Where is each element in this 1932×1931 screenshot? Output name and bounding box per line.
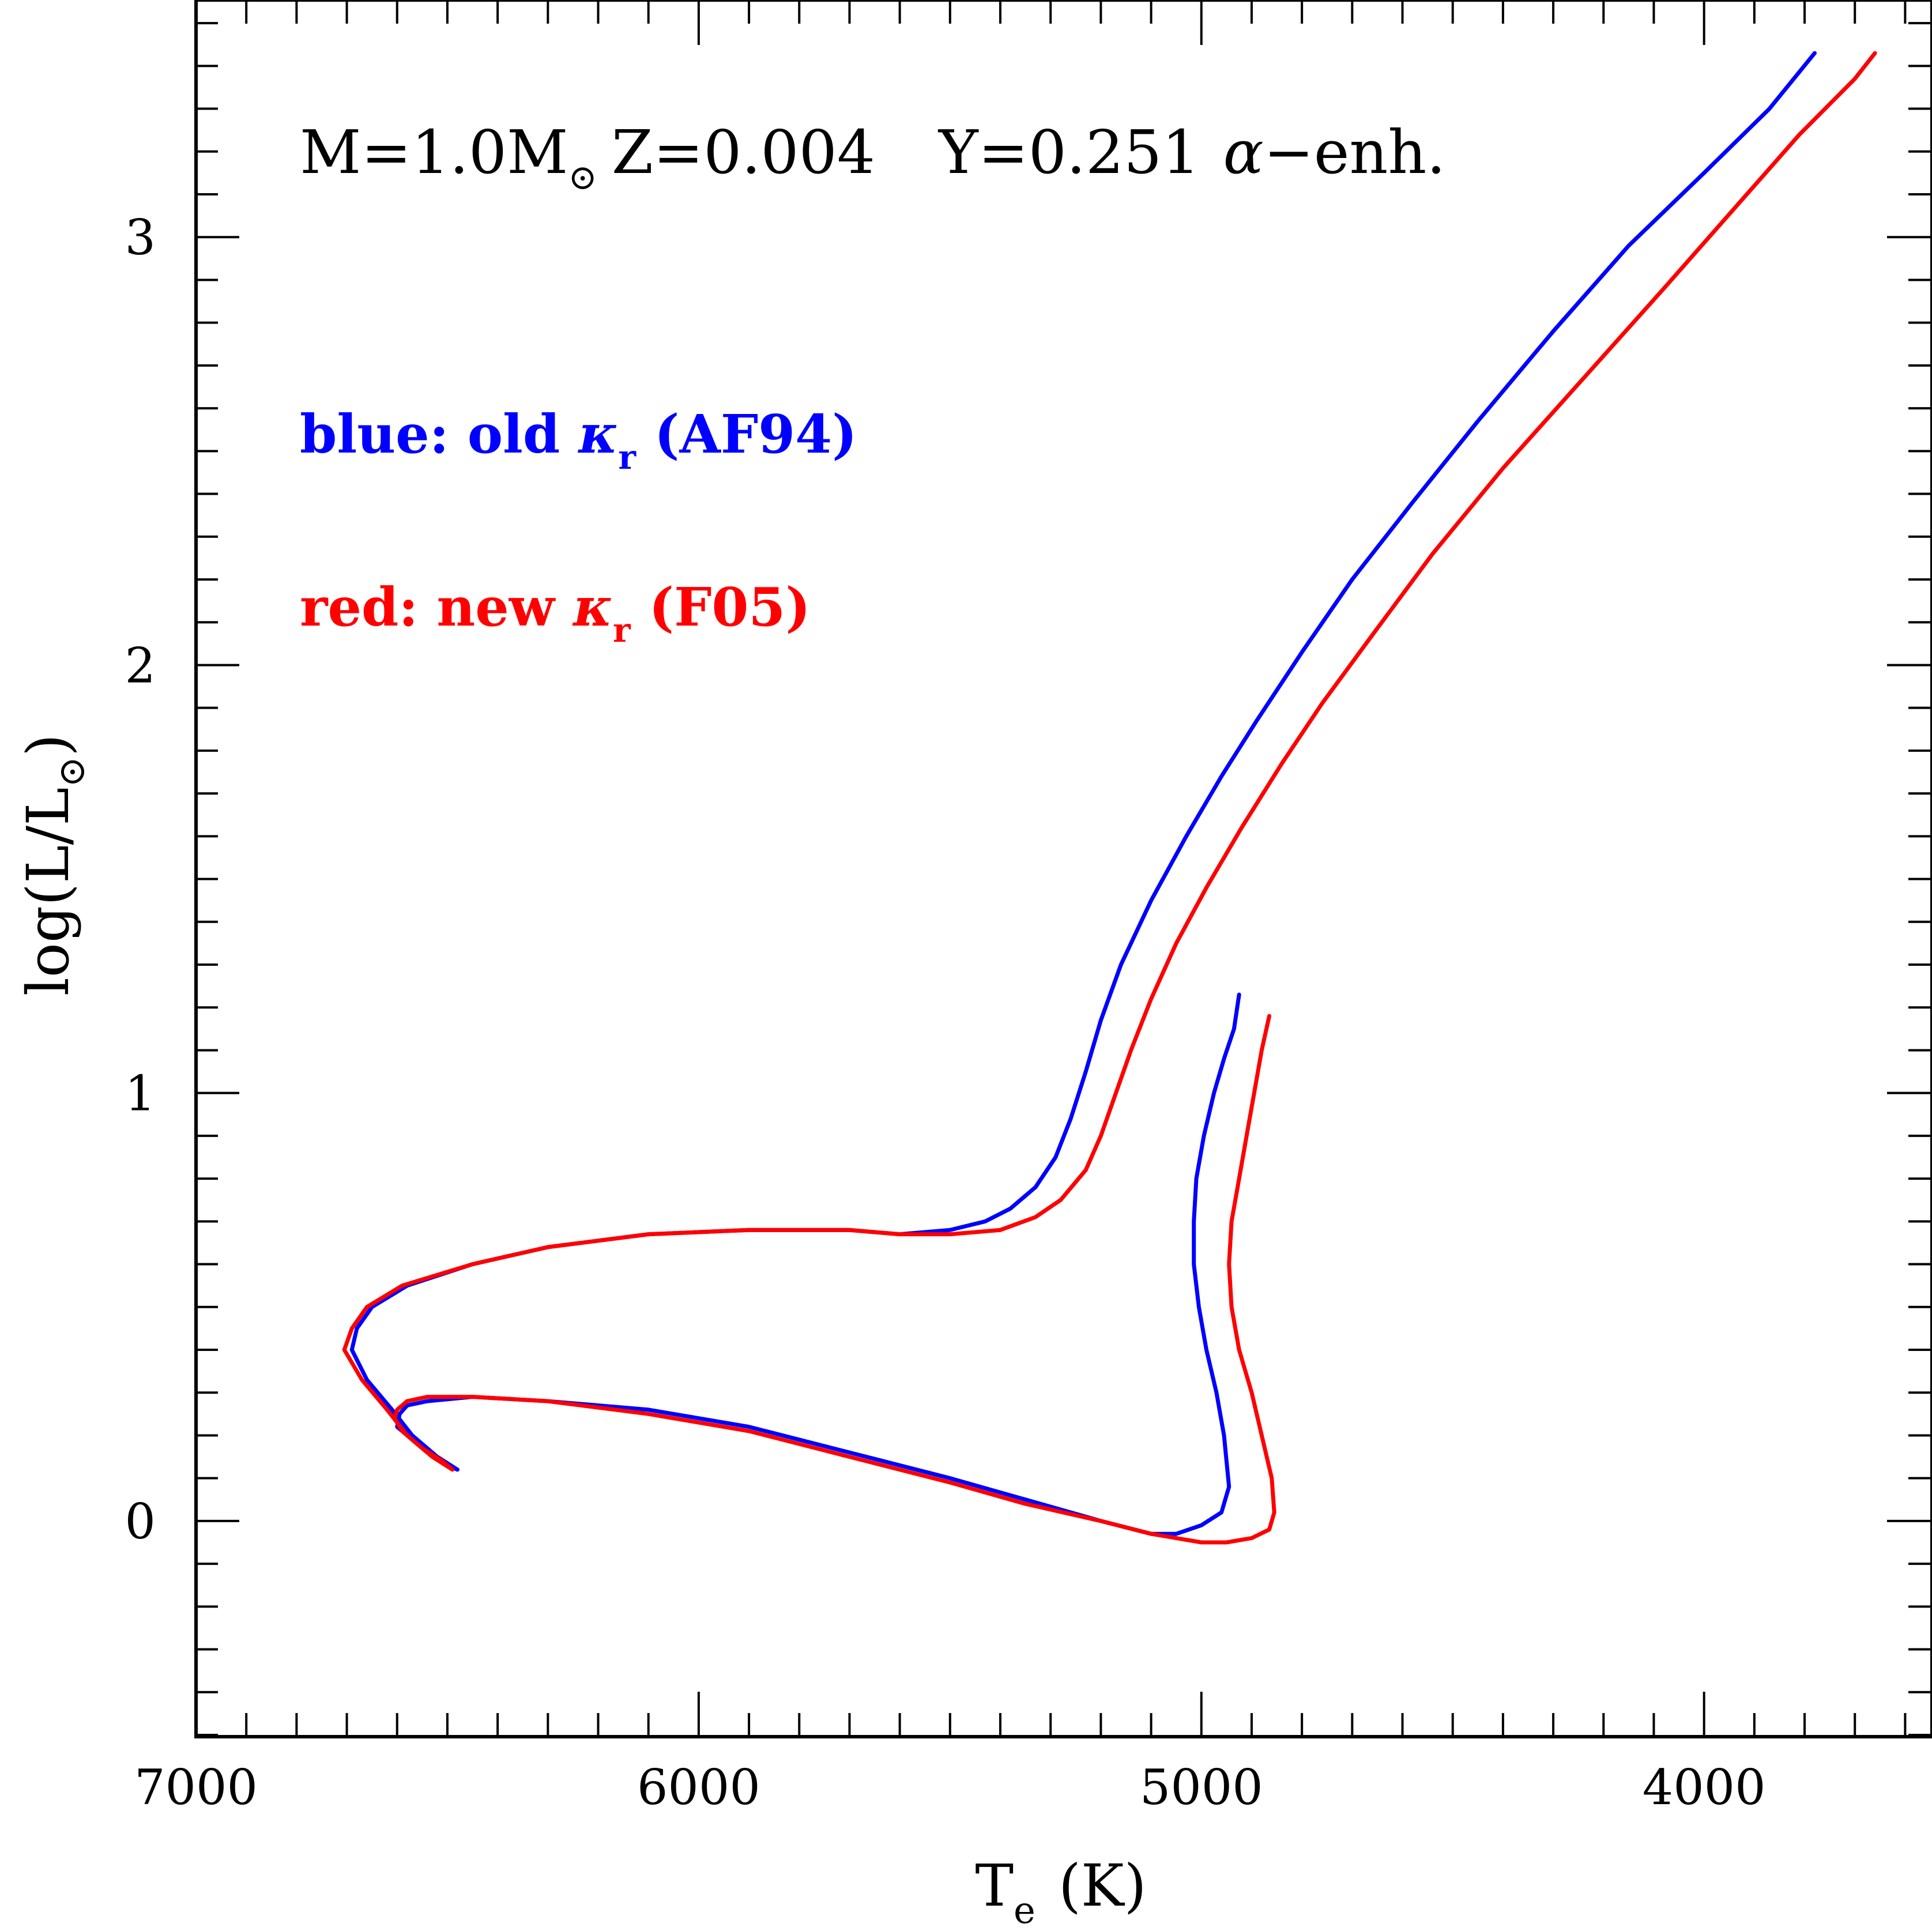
x-tick-label: 4000 xyxy=(1643,1759,1766,1816)
y-tick-label: 3 xyxy=(125,209,156,266)
y-axis-title-suffix: ) xyxy=(14,734,82,756)
annotation-mass: M=1.0M xyxy=(300,117,568,187)
axis-tick-labels: 7000 6000 5000 4000 0 1 2 3 xyxy=(125,209,1766,1816)
annotation-alpha-suffix: −enh. xyxy=(1264,117,1446,187)
x-axis-title-sub: e xyxy=(1014,1889,1035,1931)
x-axis-title: Te (K) xyxy=(975,1852,1146,1931)
legend-entry-blue: blue: old κr (AF94) xyxy=(300,403,857,477)
annotation-sun-symbol: ⊙ xyxy=(568,157,597,198)
legend-entry-red: red: new κr (F05) xyxy=(300,576,811,650)
series-line-2 xyxy=(392,1014,1276,1545)
y-tick-label: 2 xyxy=(125,637,156,694)
series-line-3 xyxy=(342,51,1877,1472)
legend-blue-text: blue: old xyxy=(300,403,578,465)
x-axis-title-main: T xyxy=(975,1852,1014,1919)
series-line-0 xyxy=(395,992,1241,1536)
x-tick-label: 5000 xyxy=(1140,1759,1263,1816)
x-tick-label: 7000 xyxy=(134,1759,258,1816)
y-axis-title: log(L/L⊙) xyxy=(14,734,93,996)
y-tick-label: 0 xyxy=(125,1493,156,1550)
x-axis-title-unit: (K) xyxy=(1059,1852,1147,1919)
evolutionary-tracks xyxy=(342,51,1877,1545)
annotation-z: Z=0.004 xyxy=(612,117,875,187)
legend-red-sub: r xyxy=(613,611,631,650)
legend-blue-kappa: κ xyxy=(577,403,618,465)
legend-red-tail: (F05) xyxy=(631,576,811,638)
series-line-1 xyxy=(349,51,1817,1472)
y-tick-label: 1 xyxy=(125,1066,156,1122)
legend-red-kappa: κ xyxy=(572,576,613,638)
annotation-line: M=1.0M⊙ Z=0.004 Y=0.251 α−enh. xyxy=(300,117,1445,198)
x-tick-label: 6000 xyxy=(637,1759,760,1816)
legend-blue-tail: (AF94) xyxy=(636,403,857,465)
annotation-alpha: α xyxy=(1223,117,1263,187)
y-axis-title-prefix: log(L/L xyxy=(14,787,82,996)
plot-frame xyxy=(194,0,1932,1738)
legend-red-text: red: new xyxy=(300,576,573,638)
axis-ticks xyxy=(195,2,1930,1736)
y-axis-title-sub: ⊙ xyxy=(51,756,93,788)
annotation-y: Y=0.251 xyxy=(937,117,1200,187)
legend-blue-sub: r xyxy=(618,438,637,477)
